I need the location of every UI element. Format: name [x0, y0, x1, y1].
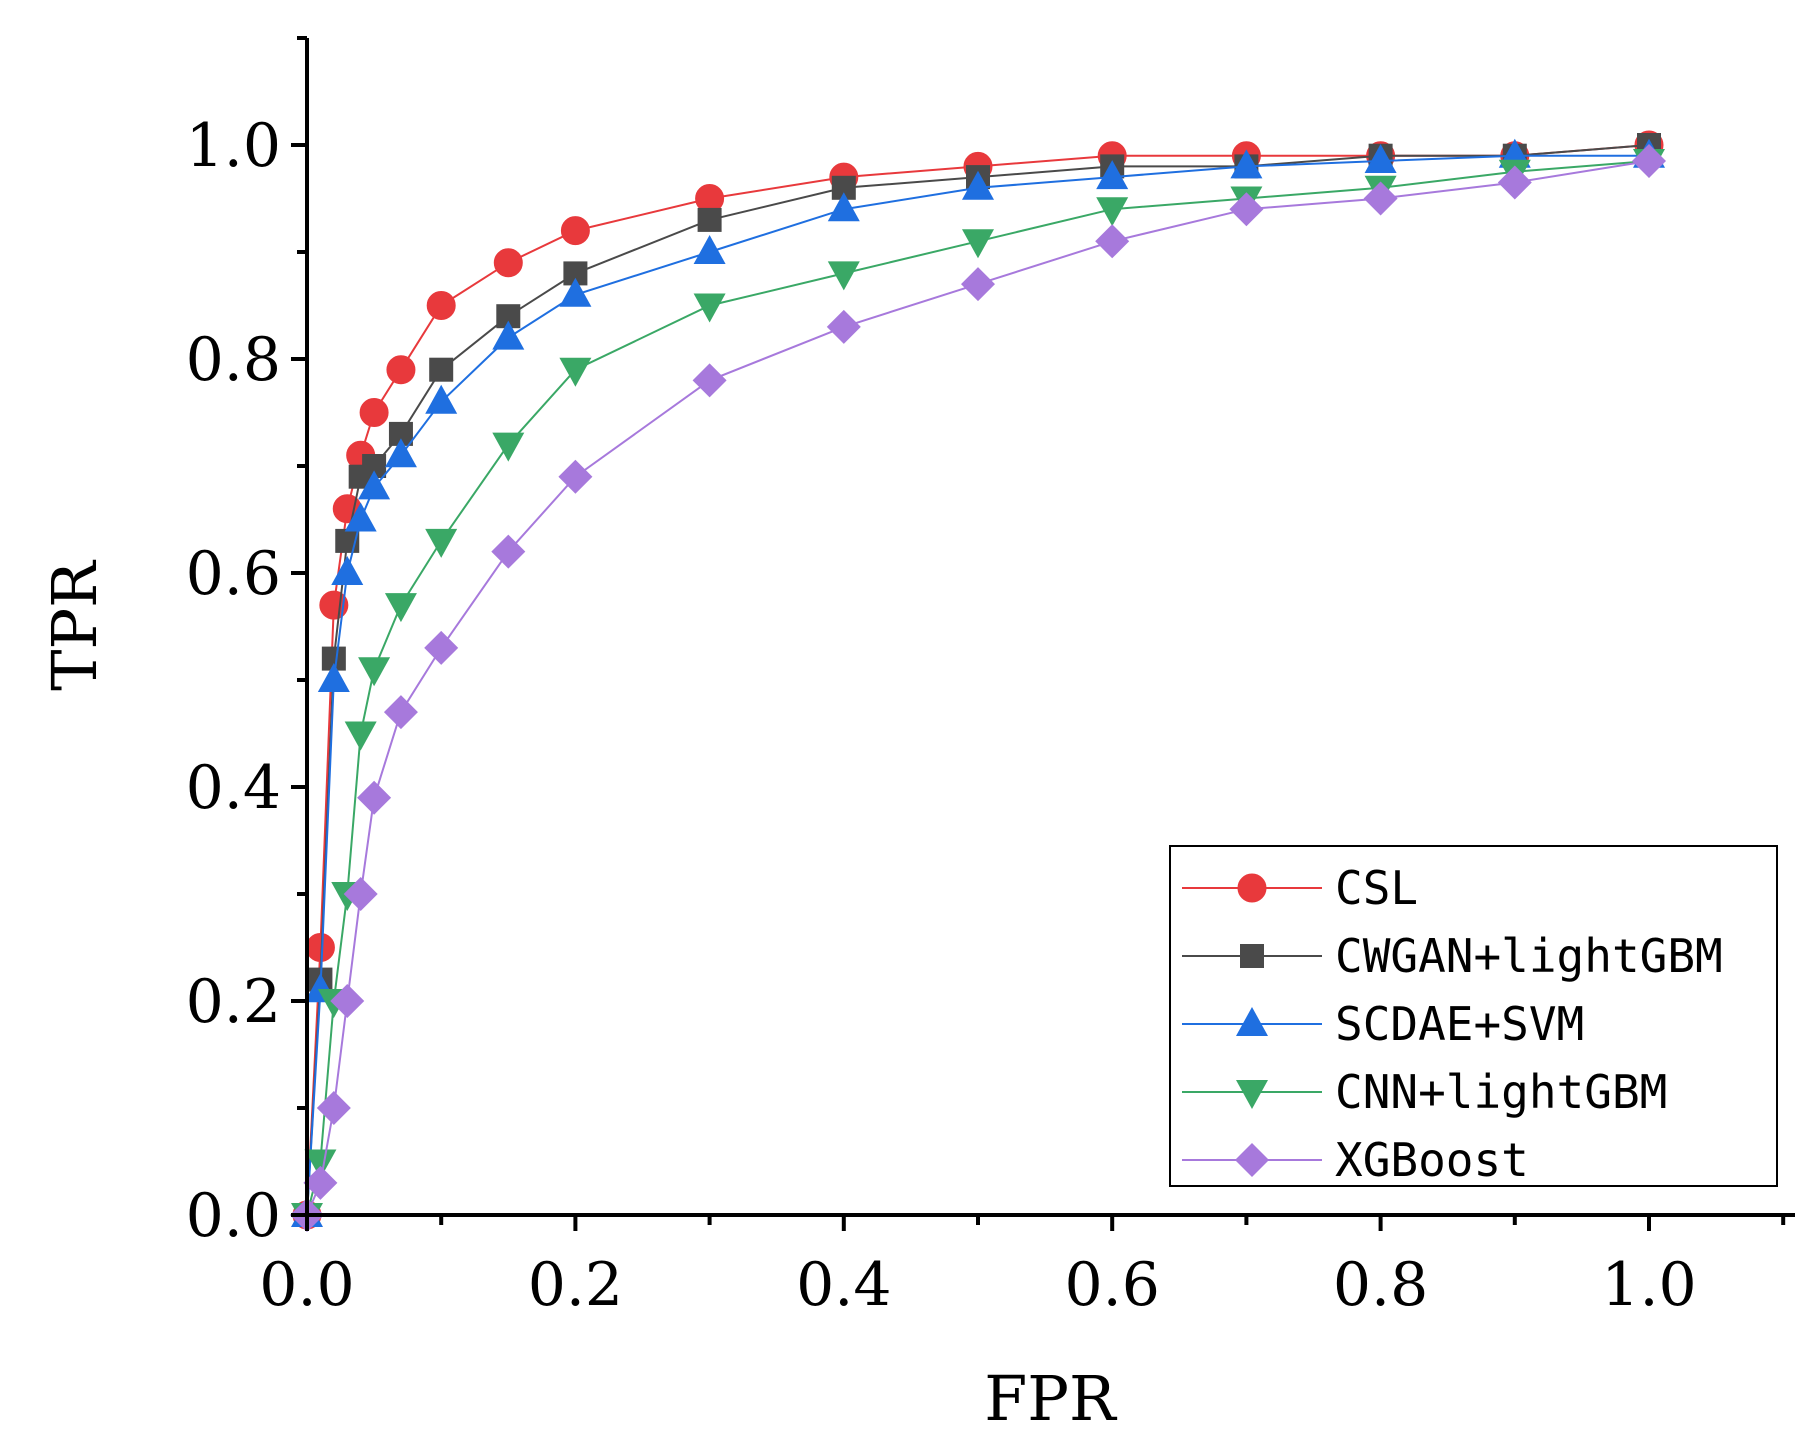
data-point	[330, 984, 365, 1018]
x-tick-label: 1.0	[1601, 1250, 1696, 1320]
axes-layer	[305, 38, 1795, 1217]
data-point	[384, 593, 417, 623]
data-point	[344, 502, 377, 532]
data-point	[303, 1165, 338, 1200]
legend-item: CNN+lightGBM	[1182, 1065, 1667, 1119]
x-tick-label: 0.0	[259, 1250, 354, 1320]
x-tick-label: 0.8	[1333, 1250, 1428, 1320]
data-point	[344, 721, 377, 751]
data-point	[343, 877, 378, 911]
data-point	[1095, 224, 1130, 259]
series-layer	[290, 130, 1666, 1232]
series-line	[306, 154, 1649, 1216]
data-point	[317, 663, 350, 692]
data-point	[559, 357, 592, 387]
x-tick-label: 0.6	[1064, 1250, 1159, 1320]
series-cnn-lightgbm	[291, 149, 1665, 1232]
y-axis-title: TPR	[38, 559, 111, 691]
data-point	[1229, 192, 1264, 227]
data-point	[1096, 160, 1129, 190]
series-xgboost	[290, 144, 1666, 1232]
legend-marker	[1236, 1007, 1268, 1036]
legend-box	[1169, 845, 1778, 1187]
data-point	[383, 695, 418, 730]
data-point	[492, 320, 525, 350]
data-point	[961, 267, 995, 302]
data-point	[384, 438, 417, 468]
data-point	[1363, 181, 1398, 216]
data-point	[493, 248, 523, 278]
data-point	[357, 780, 392, 815]
legend-label: XGBoost	[1335, 1133, 1529, 1187]
data-point	[426, 291, 456, 320]
x-tick-label: 0.2	[528, 1250, 623, 1320]
tick-layer: 0.0 0.2 0.4 0.6 0.8 1.0 0.0 0.2 0.4 0.6 0.8 1.0	[186, 36, 1786, 1320]
data-point	[827, 261, 860, 291]
legend-item: CSL	[1182, 861, 1418, 915]
data-point	[962, 170, 994, 200]
x-axis-title: FPR	[984, 1362, 1118, 1435]
legend-label: CSL	[1335, 861, 1418, 915]
data-point	[316, 1091, 351, 1125]
data-point	[1230, 149, 1263, 179]
x-tick-label: 0.4	[796, 1250, 891, 1320]
data-point	[558, 459, 593, 494]
y-tick-label: 0.0	[186, 1181, 281, 1251]
data-point	[429, 357, 454, 382]
legend-label: CNN+lightGBM	[1335, 1065, 1667, 1119]
legend-label: SCDAE+SVM	[1335, 997, 1584, 1051]
data-point	[425, 384, 458, 414]
data-point	[962, 229, 994, 259]
data-point	[492, 432, 525, 462]
series-line	[306, 144, 1650, 1216]
data-point	[1632, 144, 1666, 179]
legend-marker	[1235, 1143, 1269, 1177]
series-line	[306, 160, 1650, 1216]
y-tick-label: 0.2	[186, 967, 281, 1037]
y-tick-label: 0.4	[186, 753, 281, 823]
data-point	[693, 293, 726, 323]
legend-item: CWGAN+lightGBM	[1182, 929, 1723, 983]
data-point	[559, 277, 592, 307]
legend-marker	[1240, 944, 1264, 968]
data-point	[1364, 144, 1397, 174]
data-point	[359, 398, 389, 427]
data-point	[1497, 165, 1532, 200]
y-tick-label: 0.6	[186, 539, 281, 609]
legend-marker	[1236, 1080, 1268, 1109]
data-point	[826, 309, 861, 344]
legend-marker	[1237, 873, 1267, 903]
data-point	[386, 355, 416, 385]
data-point	[697, 207, 722, 232]
y-tick-label: 1.0	[186, 111, 281, 181]
data-point	[692, 363, 727, 398]
legend: CSL CWGAN+lightGBM SCDAE+SVM CNN+lightGBM XG…	[1169, 845, 1778, 1187]
data-point	[331, 556, 364, 585]
data-point	[693, 235, 726, 264]
data-point	[358, 657, 391, 687]
data-point	[491, 534, 526, 569]
y-tick-label: 0.8	[186, 325, 281, 395]
data-point	[827, 192, 860, 222]
data-point	[560, 216, 590, 246]
data-point	[304, 1149, 337, 1179]
legend-item: XGBoost	[1182, 1133, 1529, 1187]
series-line	[306, 160, 1650, 1216]
data-point	[424, 630, 459, 665]
data-point	[358, 470, 391, 500]
legend-item: SCDAE+SVM	[1182, 997, 1584, 1051]
data-point	[425, 528, 458, 558]
data-point	[1096, 197, 1129, 227]
legend-label: CWGAN+lightGBM	[1335, 929, 1723, 983]
